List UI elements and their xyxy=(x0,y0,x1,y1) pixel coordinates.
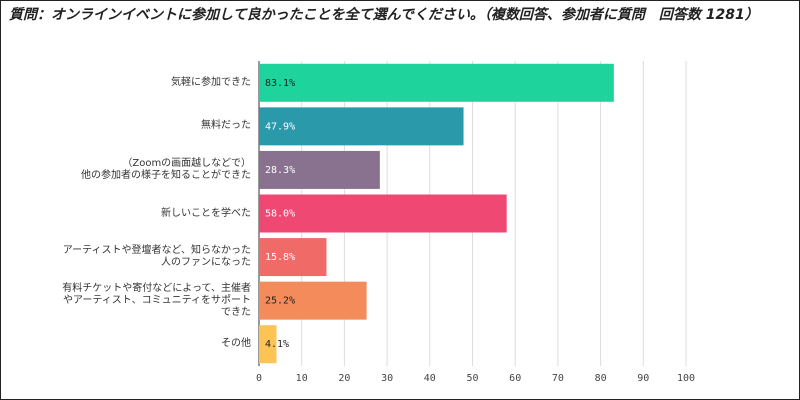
x-tick-label: 70 xyxy=(552,373,564,384)
value-label: 83.1% xyxy=(265,78,295,89)
x-tick-label: 50 xyxy=(466,373,478,384)
y-tick-label: 無料だった xyxy=(201,120,251,132)
x-tick-label: 90 xyxy=(637,373,649,384)
bar xyxy=(259,194,507,233)
x-tick-label: 0 xyxy=(256,373,262,384)
bar xyxy=(259,238,327,277)
y-tick-label: 有料チケットや寄付などによって、主催者 やアーティスト、コミュニティをサポート … xyxy=(62,282,251,318)
x-tick-label: 30 xyxy=(381,373,393,384)
x-tick-label: 10 xyxy=(296,373,308,384)
bar xyxy=(259,107,464,146)
y-tick-label: アーティストや登壇者など、知らなかった 人のファンになった xyxy=(62,245,251,269)
value-label: 47.9% xyxy=(265,121,295,132)
bar xyxy=(259,63,614,102)
chart-title: 質問：オンラインイベントに参加して良かったことを全て選んでください。（複数回答、… xyxy=(9,7,759,23)
bar xyxy=(259,150,380,189)
value-label: 4.1% xyxy=(265,339,289,350)
value-label: 28.3% xyxy=(265,165,295,176)
y-tick-label: （Zoomの画面越しなどで） 他の参加者の様子を知ることができた xyxy=(81,157,251,181)
bar xyxy=(259,325,277,364)
value-label: 58.0% xyxy=(265,209,295,220)
bar xyxy=(259,281,367,320)
y-tick-label: 気軽に参加できた xyxy=(171,76,251,88)
x-tick-label: 60 xyxy=(509,373,521,384)
x-tick-label: 80 xyxy=(595,373,607,384)
y-tick-label: 新しいことを学べた xyxy=(161,207,251,219)
y-tick-label: その他 xyxy=(221,338,251,350)
value-label: 25.2% xyxy=(265,296,295,307)
x-tick-label: 40 xyxy=(424,373,436,384)
value-label: 15.8% xyxy=(265,252,295,263)
x-tick-label: 100 xyxy=(677,373,695,384)
x-tick-label: 20 xyxy=(338,373,350,384)
